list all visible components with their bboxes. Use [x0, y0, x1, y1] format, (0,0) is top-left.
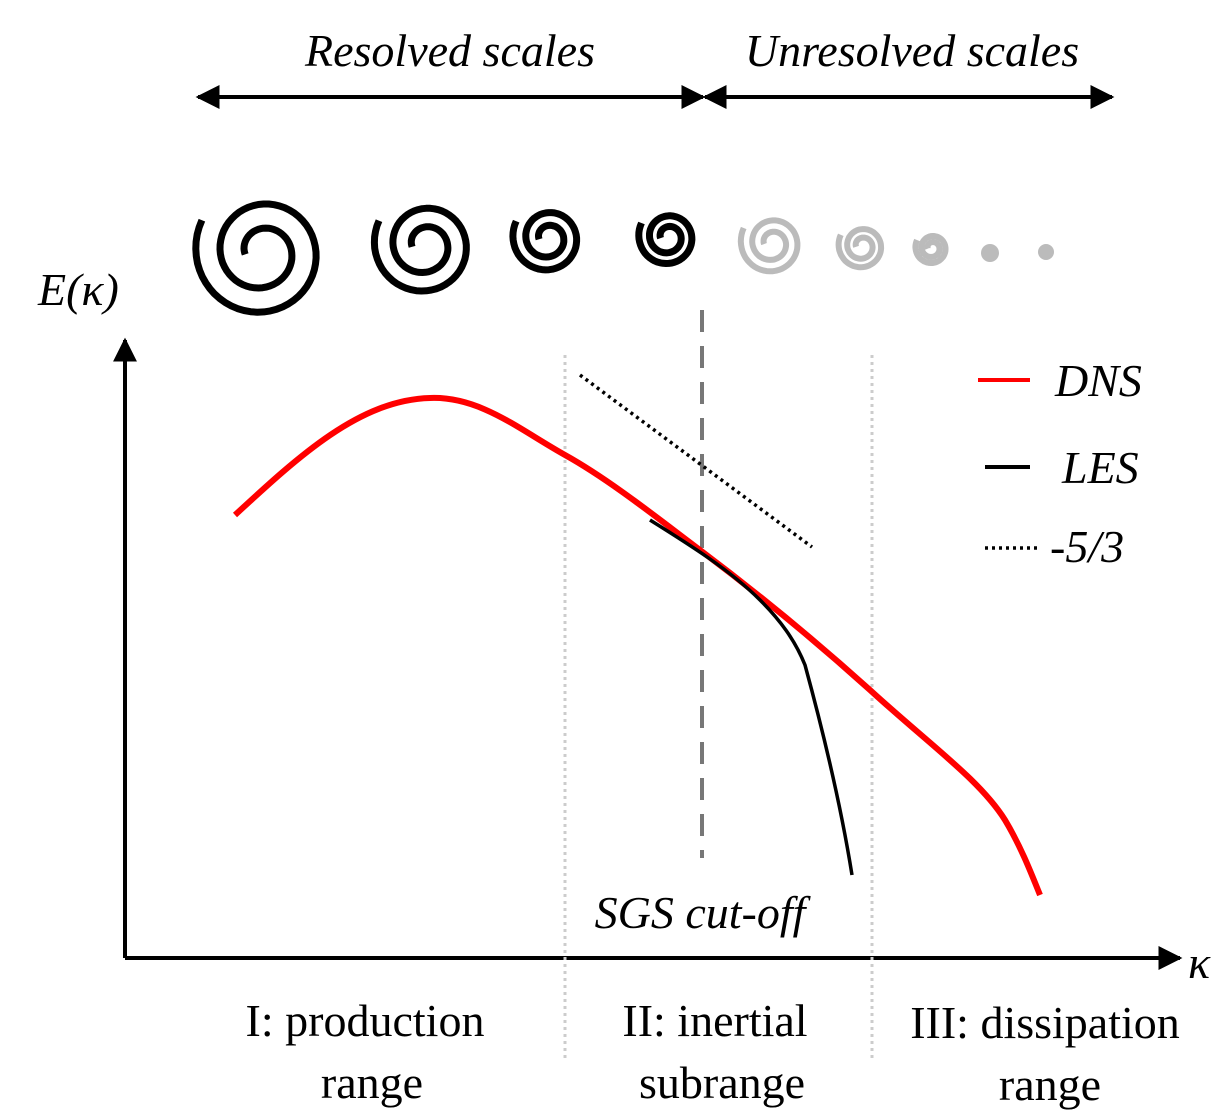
unresolved-label: Unresolved scales — [745, 25, 1079, 76]
x-axis-label: κ — [1188, 937, 1211, 988]
cutoff-label: SGS cut-off — [595, 887, 812, 938]
eddy — [196, 204, 316, 312]
range-label: I: production — [246, 995, 485, 1046]
les-curve — [650, 520, 852, 875]
legend-label: -5/3 — [1050, 521, 1124, 572]
eddy — [915, 236, 945, 263]
eddy — [374, 208, 466, 291]
y-axis-label: E(κ) — [37, 264, 119, 315]
slope-line — [580, 375, 812, 547]
range-label: III: dissipation — [910, 997, 1180, 1048]
range-label: subrange — [639, 1057, 805, 1108]
range-label: range — [321, 1057, 423, 1108]
range-label: II: inertial — [622, 995, 807, 1046]
eddy — [1038, 244, 1054, 260]
legend-label: LES — [1061, 442, 1139, 493]
eddy — [513, 213, 577, 270]
eddy — [839, 229, 882, 267]
dns-curve — [235, 398, 1040, 895]
range-label: range — [999, 1059, 1101, 1110]
eddy — [639, 216, 692, 264]
eddy — [981, 244, 999, 262]
diagram: Resolved scales Unresolved scales E(κ) κ… — [0, 0, 1216, 1112]
eddy — [741, 220, 798, 271]
resolved-label: Resolved scales — [304, 25, 595, 76]
legend-label: DNS — [1054, 355, 1142, 406]
eddies — [196, 204, 1054, 312]
